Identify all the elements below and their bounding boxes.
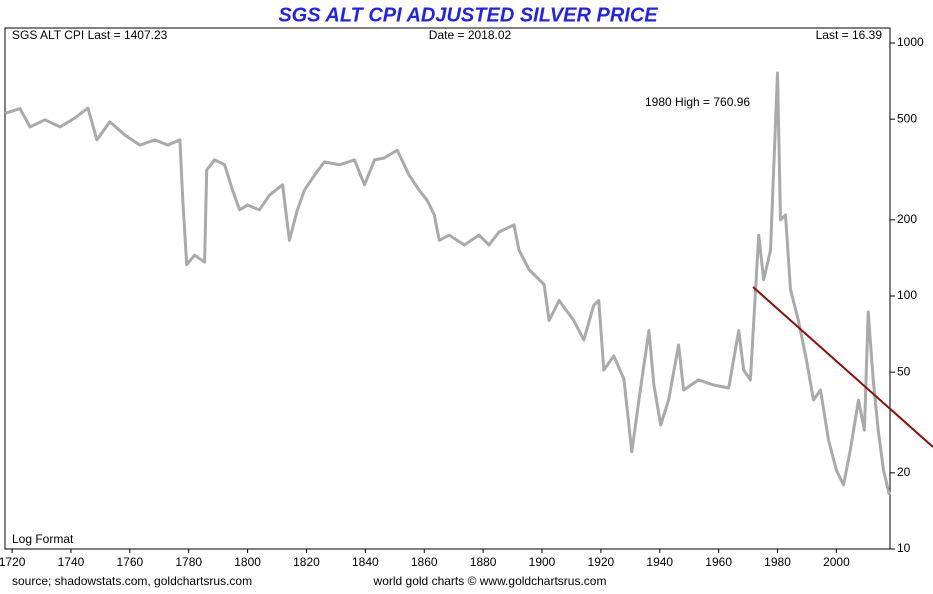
- y-tick-label: 20: [897, 465, 911, 479]
- x-tick-label: 1860: [411, 555, 438, 569]
- annotation: 1980 High = 760.96: [645, 95, 750, 109]
- x-tick-label: 1740: [58, 555, 85, 569]
- x-tick-label: 1820: [293, 555, 320, 569]
- x-tick-label: 1720: [0, 555, 26, 569]
- x-tick-label: 1900: [529, 555, 556, 569]
- y-tick-label: 50: [897, 364, 911, 378]
- x-tick-label: 1980: [764, 555, 791, 569]
- x-tick-label: 1920: [588, 555, 615, 569]
- annotation: SGS ALT CPI Last = 1407.23: [12, 28, 168, 42]
- data-line: [4, 71, 891, 496]
- y-tick-label: 500: [897, 111, 917, 125]
- plot-area: [4, 27, 891, 550]
- annotation: Log Format: [12, 532, 74, 546]
- x-tick-label: 1880: [470, 555, 497, 569]
- annotation: Date = 2018.02: [429, 28, 512, 42]
- trend-line: [752, 286, 933, 448]
- x-tick-label: 1960: [705, 555, 732, 569]
- y-tick-label: 1000: [897, 35, 924, 49]
- chart-title: SGS ALT CPI ADJUSTED SILVER PRICE: [278, 4, 658, 26]
- x-tick-label: 1780: [175, 555, 202, 569]
- x-tick-label: 1940: [646, 555, 673, 569]
- y-tick-label: 100: [897, 288, 917, 302]
- credit: world gold charts © www.goldchartsrus.co…: [373, 574, 607, 588]
- x-tick-label: 2000: [823, 555, 850, 569]
- y-tick-label: 10: [897, 541, 911, 555]
- y-tick-label: 200: [897, 212, 917, 226]
- annotation: Last = 16.39: [816, 28, 883, 42]
- x-tick-label: 1800: [234, 555, 261, 569]
- x-tick-label: 1760: [116, 555, 143, 569]
- x-tick-label: 1840: [352, 555, 379, 569]
- source: source; shadowstats.com, goldchartsrus.c…: [12, 574, 252, 588]
